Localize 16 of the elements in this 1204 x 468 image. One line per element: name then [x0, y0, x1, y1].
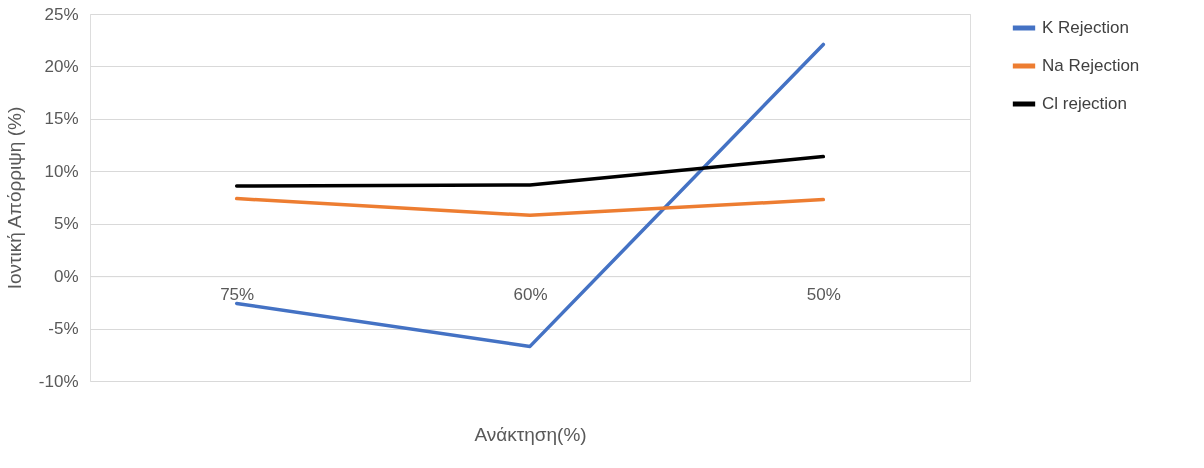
x-tick-label: 75%	[220, 284, 255, 304]
legend-label: Na Rejection	[1042, 56, 1140, 75]
y-tick-label: 15%	[44, 109, 79, 129]
x-axis-title: Ανάκτηση(%)	[474, 423, 587, 445]
y-tick-label: 20%	[44, 56, 79, 76]
legend-label: Cl rejection	[1042, 94, 1128, 113]
y-tick-label: 25%	[44, 4, 79, 24]
y-tick-label: 10%	[44, 161, 79, 181]
legend-label: K Rejection	[1042, 18, 1129, 37]
x-tick-label: 60%	[513, 284, 548, 304]
x-tick-label: 50%	[806, 284, 841, 304]
y-tick-label: -5%	[48, 319, 79, 339]
y-tick-label: 5%	[53, 214, 79, 234]
y-axis-title: Ιοντική Απόρριψη (%)	[3, 106, 25, 290]
y-tick-label: -10%	[38, 371, 79, 391]
y-tick-label: 0%	[53, 266, 79, 286]
